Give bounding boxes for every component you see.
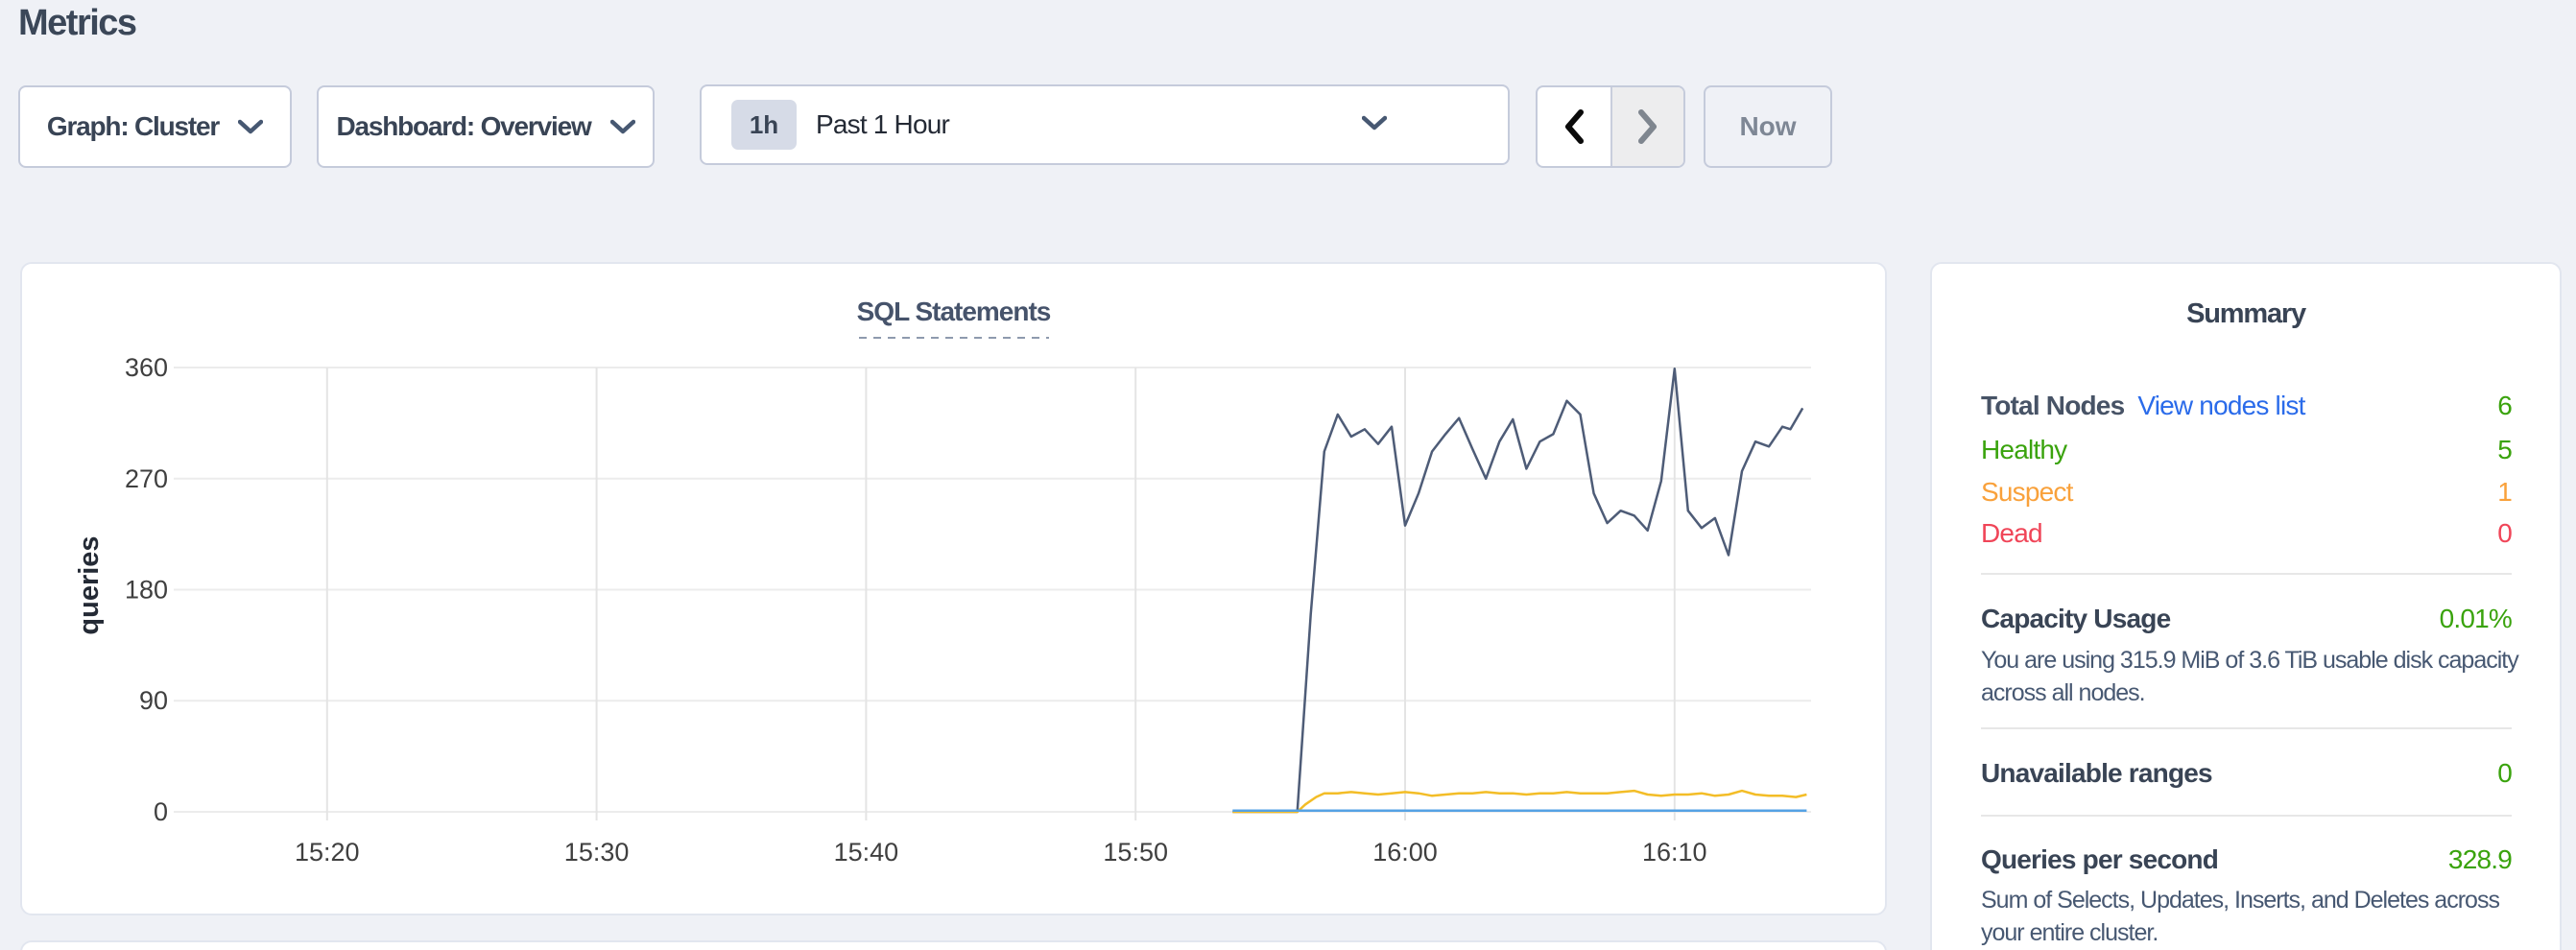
svg-text:90: 90: [139, 686, 168, 715]
svg-text:0: 0: [154, 797, 168, 826]
svg-text:360: 360: [125, 353, 168, 382]
svg-text:180: 180: [125, 576, 168, 605]
svg-text:15:50: 15:50: [1103, 838, 1168, 867]
svg-text:15:20: 15:20: [295, 838, 360, 867]
svg-text:16:00: 16:00: [1372, 838, 1438, 867]
svg-text:16:10: 16:10: [1642, 838, 1707, 867]
svg-text:15:30: 15:30: [564, 838, 630, 867]
svg-text:15:40: 15:40: [834, 838, 899, 867]
svg-text:queries: queries: [74, 535, 105, 634]
svg-text:270: 270: [125, 464, 168, 493]
